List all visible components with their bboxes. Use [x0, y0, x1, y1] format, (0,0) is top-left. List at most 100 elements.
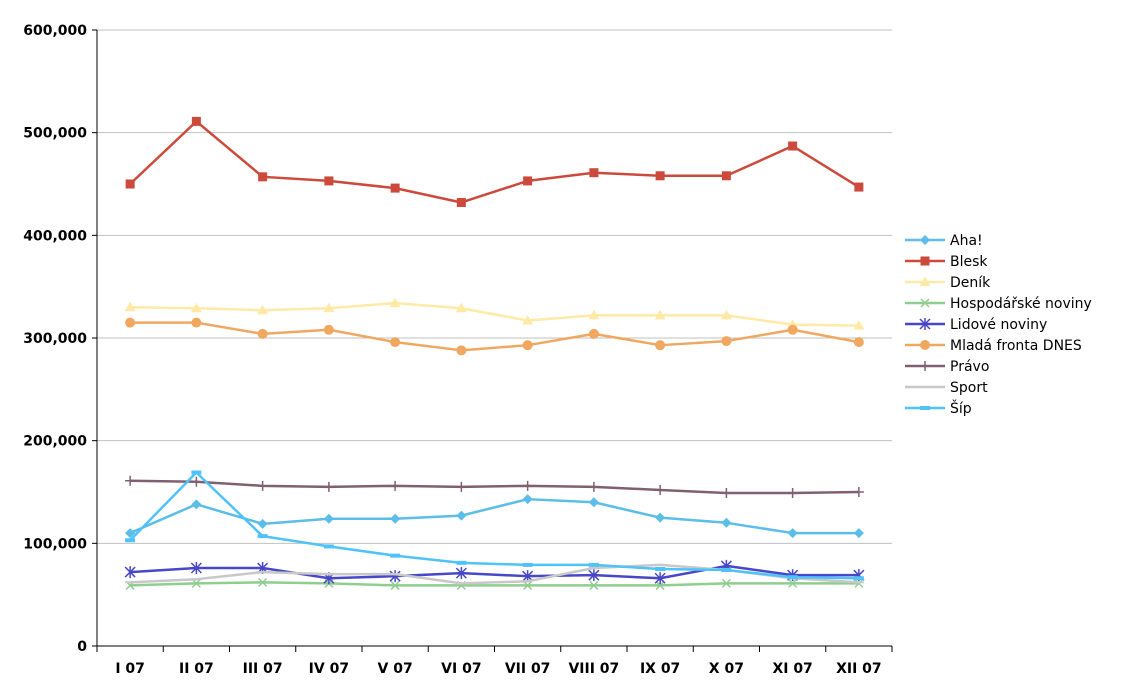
marker-shape	[853, 337, 864, 348]
legend-label: Šíp	[950, 399, 972, 417]
series-line	[130, 301, 859, 327]
series-hospodarske-noviny	[125, 577, 864, 590]
data-point	[655, 171, 665, 181]
data-point	[323, 481, 334, 492]
marker-shape	[920, 298, 930, 308]
marker-shape	[588, 562, 599, 567]
data-point	[589, 168, 599, 178]
series-line	[130, 321, 860, 352]
series-line	[129, 497, 859, 535]
legend-item: Deník	[905, 275, 991, 291]
legend-label: Hospodářské noviny	[950, 296, 1092, 312]
legend-label: Aha!	[950, 233, 983, 249]
marker-shape	[456, 197, 466, 207]
data-point	[853, 528, 864, 539]
legend-marker	[920, 235, 930, 245]
legend-item: Právo	[905, 359, 989, 375]
marker-shape	[920, 340, 930, 350]
x-tick-label: XI 07	[772, 661, 812, 677]
marker-shape	[787, 575, 798, 580]
x-tick-label: III 07	[243, 661, 283, 677]
marker-shape	[390, 480, 401, 491]
series-sip	[125, 470, 864, 581]
marker-shape	[190, 561, 202, 574]
data-point	[522, 494, 533, 505]
data-point	[389, 297, 401, 308]
legend-marker	[920, 406, 930, 410]
data-point	[390, 480, 401, 491]
x-tick-label: V 07	[378, 661, 413, 677]
data-point	[190, 561, 202, 574]
data-point	[456, 345, 467, 356]
data-point	[654, 572, 666, 585]
data-point	[588, 497, 599, 508]
data-point	[323, 324, 334, 335]
marker-shape	[853, 320, 865, 330]
data-point	[257, 304, 269, 315]
series-line	[130, 479, 859, 495]
legend-item: Šíp	[905, 399, 972, 417]
marker-shape	[720, 309, 732, 320]
legend-item: Lidové noviny	[905, 317, 1047, 333]
series-layer	[124, 116, 865, 590]
marker-shape	[655, 567, 666, 571]
marker-shape	[456, 510, 467, 521]
x-tick-label: VI 07	[441, 661, 481, 677]
data-point	[191, 476, 202, 487]
legend-marker	[920, 298, 930, 308]
marker-shape	[125, 317, 136, 328]
marker-shape	[125, 528, 136, 539]
data-point	[455, 567, 467, 580]
legend-label: Deník	[950, 275, 991, 291]
data-point	[523, 176, 533, 186]
data-point	[788, 141, 798, 151]
data-point	[124, 301, 136, 312]
y-tick-label: 100,000	[23, 536, 87, 552]
marker-shape	[455, 302, 467, 313]
data-point	[456, 560, 467, 565]
y-tick-label: 200,000	[23, 434, 87, 450]
marker-shape	[655, 512, 666, 523]
marker-shape	[522, 315, 534, 325]
marker-shape	[854, 182, 864, 192]
marker-shape	[455, 567, 467, 580]
marker-shape	[853, 576, 864, 581]
x-tick-label: VII 07	[505, 661, 551, 677]
data-point	[721, 517, 732, 528]
data-point	[787, 528, 798, 539]
marker-shape	[655, 340, 666, 351]
marker-shape	[721, 568, 732, 573]
legend-item: Aha!	[905, 233, 983, 249]
marker-shape	[589, 580, 599, 590]
x-tick-label: X 07	[709, 661, 744, 677]
data-point	[655, 340, 666, 351]
marker-shape	[523, 580, 533, 590]
data-point	[191, 470, 202, 475]
marker-shape	[125, 179, 135, 189]
marker-shape	[191, 116, 201, 126]
y-tick-label: 500,000	[23, 126, 87, 142]
marker-shape	[920, 361, 930, 371]
marker-shape	[588, 309, 600, 320]
legend-label: Lidové noviny	[950, 317, 1047, 333]
series-blesk	[125, 116, 864, 207]
data-point	[389, 570, 401, 583]
y-tick-label: 300,000	[23, 331, 87, 347]
marker-shape	[456, 345, 467, 356]
legend-label: Sport	[950, 380, 988, 396]
marker-shape	[588, 328, 599, 339]
marker-shape	[323, 481, 334, 492]
marker-shape	[588, 569, 600, 582]
data-point	[654, 309, 666, 320]
marker-shape	[389, 570, 401, 583]
data-point	[257, 518, 268, 529]
marker-shape	[390, 183, 400, 193]
data-point	[854, 182, 864, 192]
marker-shape	[323, 513, 334, 524]
marker-shape	[589, 168, 599, 178]
data-point	[191, 116, 201, 126]
data-point	[258, 172, 268, 182]
data-point	[853, 487, 864, 497]
marker-shape	[257, 304, 269, 315]
